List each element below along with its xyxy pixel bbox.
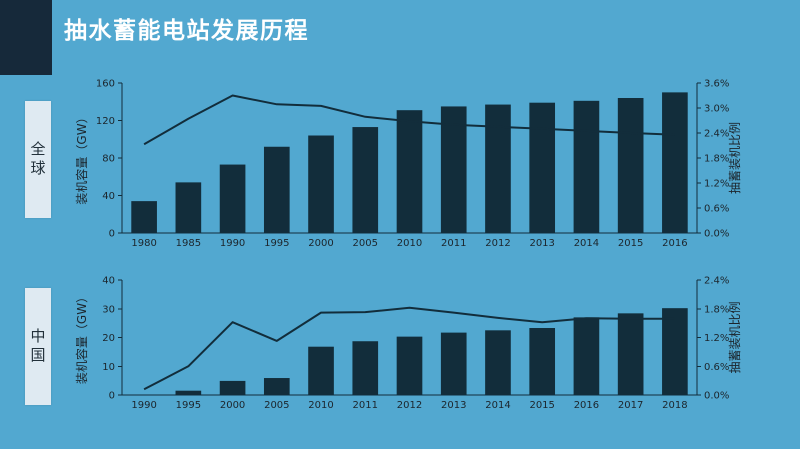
capacity-bar: [662, 92, 688, 233]
x-axis-tick-label: 2000: [308, 238, 333, 249]
capacity-bar: [352, 341, 379, 395]
right-axis-tick-label: 2.4%: [704, 129, 729, 140]
x-axis-tick-label: 1995: [176, 400, 201, 411]
right-axis-tick-label: 0.6%: [704, 362, 729, 373]
x-axis-tick-label: 2017: [618, 400, 643, 411]
right-axis-tick-label: 0.6%: [704, 204, 729, 215]
x-axis-tick-label: 2010: [397, 238, 422, 249]
capacity-bar: [440, 332, 467, 395]
capacity-bar: [308, 135, 334, 233]
left-axis-tick-label: 160: [96, 79, 115, 90]
x-axis-tick-label: 2013: [441, 400, 466, 411]
capacity-bar: [308, 346, 334, 395]
region-plate-china: 中国: [25, 288, 51, 405]
left-axis-tick-label: 40: [102, 276, 115, 287]
capacity-bar: [396, 110, 423, 233]
capacity-bar: [573, 100, 600, 233]
ratio-line: [143, 94, 675, 146]
capacity-bar: [617, 313, 644, 395]
x-axis-tick-label: 2005: [264, 400, 289, 411]
x-axis-tick-label: 2011: [353, 400, 378, 411]
capacity-bar: [440, 106, 467, 233]
right-axis-tick-label: 1.2%: [704, 333, 729, 344]
left-axis-tick-label: 80: [102, 154, 115, 165]
left-axis-tick-label: 0: [109, 229, 115, 240]
capacity-bar: [617, 98, 644, 233]
x-axis-tick-label: 2010: [308, 400, 333, 411]
x-axis-tick-label: 2013: [529, 238, 554, 249]
capacity-bar: [662, 308, 688, 395]
right-axis-title: 抽蓄装机比例: [728, 301, 742, 373]
right-axis-tick-label: 0.0%: [704, 391, 729, 402]
left-axis-tick-label: 30: [102, 304, 115, 315]
x-axis-tick-label: 2011: [441, 238, 466, 249]
x-axis-tick-label: 1990: [220, 238, 245, 249]
x-axis-tick-label: 2016: [574, 400, 599, 411]
left-axis-tick-label: 20: [102, 333, 115, 344]
slide-title: 抽水蓄能电站发展历程: [64, 18, 309, 44]
capacity-bar: [219, 380, 246, 395]
right-axis-tick-label: 0.0%: [704, 229, 729, 240]
x-axis-tick-label: 1980: [131, 238, 156, 249]
ratio-line: [143, 306, 675, 391]
left-axis-tick-label: 40: [102, 191, 115, 202]
right-axis-tick-label: 1.2%: [704, 179, 729, 190]
x-axis-tick-label: 1990: [131, 400, 156, 411]
right-axis-title: 抽蓄装机比例: [728, 122, 742, 194]
capacity-bar: [529, 102, 556, 233]
title-accent-square: [0, 0, 52, 75]
region-label-china: 中国: [28, 327, 47, 366]
x-axis-tick-label: 2005: [353, 238, 378, 249]
x-axis-tick-label: 2016: [662, 238, 687, 249]
capacity-bar: [485, 104, 511, 233]
right-axis-tick-label: 3.6%: [704, 79, 729, 90]
right-axis-tick-label: 2.4%: [704, 276, 729, 287]
global-capacity-chart: 0 40 80 120 160 0.0% 0.6% 1.2% 1.8% 2.4% 3.0% 3.6% 1…: [74, 79, 742, 250]
right-axis-tick-label: 3.0%: [704, 104, 729, 115]
left-axis-title: 装机容量（GW）: [74, 111, 89, 204]
china-capacity-chart: 0 10 20 30 40 0.0% 0.6% 1.2% 1.8% 2.4% 1990 1995 200…: [74, 276, 742, 412]
right-axis-tick-label: 1.8%: [704, 304, 729, 315]
x-axis-tick-label: 1985: [176, 238, 201, 249]
x-axis-tick-label: 2018: [662, 400, 687, 411]
left-axis-tick-label: 120: [96, 116, 115, 127]
region-plate-global: 全球: [25, 101, 51, 218]
capacity-bar: [485, 330, 511, 395]
x-axis-tick-label: 2014: [485, 400, 510, 411]
x-axis-tick-label: 2014: [574, 238, 599, 249]
region-label-global: 全球: [28, 140, 47, 179]
left-axis-tick-label: 0: [109, 391, 115, 402]
right-axis-tick-label: 1.8%: [704, 154, 729, 165]
capacity-bar: [396, 336, 423, 395]
left-axis-title: 装机容量（GW）: [74, 291, 89, 384]
x-axis-tick-label: 2012: [485, 238, 510, 249]
x-axis-tick-label: 2015: [618, 238, 643, 249]
capacity-bar: [219, 164, 246, 233]
x-axis-tick-label: 2000: [220, 400, 245, 411]
capacity-bar: [529, 328, 556, 395]
capacity-bar: [352, 127, 379, 233]
capacity-bar: [175, 182, 202, 233]
left-axis-tick-label: 10: [102, 362, 115, 373]
capacity-bar: [131, 201, 157, 233]
x-axis-tick-label: 2015: [529, 400, 554, 411]
capacity-bar: [263, 146, 290, 233]
capacity-bar: [175, 390, 202, 395]
x-axis-tick-label: 2012: [397, 400, 422, 411]
x-axis-tick-label: 1995: [264, 238, 289, 249]
capacity-bar: [263, 378, 290, 395]
capacity-bar: [573, 317, 600, 395]
